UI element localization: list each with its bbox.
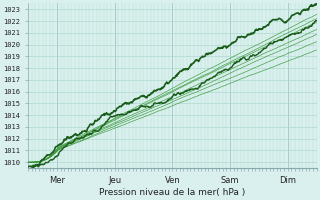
X-axis label: Pression niveau de la mer( hPa ): Pression niveau de la mer( hPa )	[99, 188, 245, 197]
